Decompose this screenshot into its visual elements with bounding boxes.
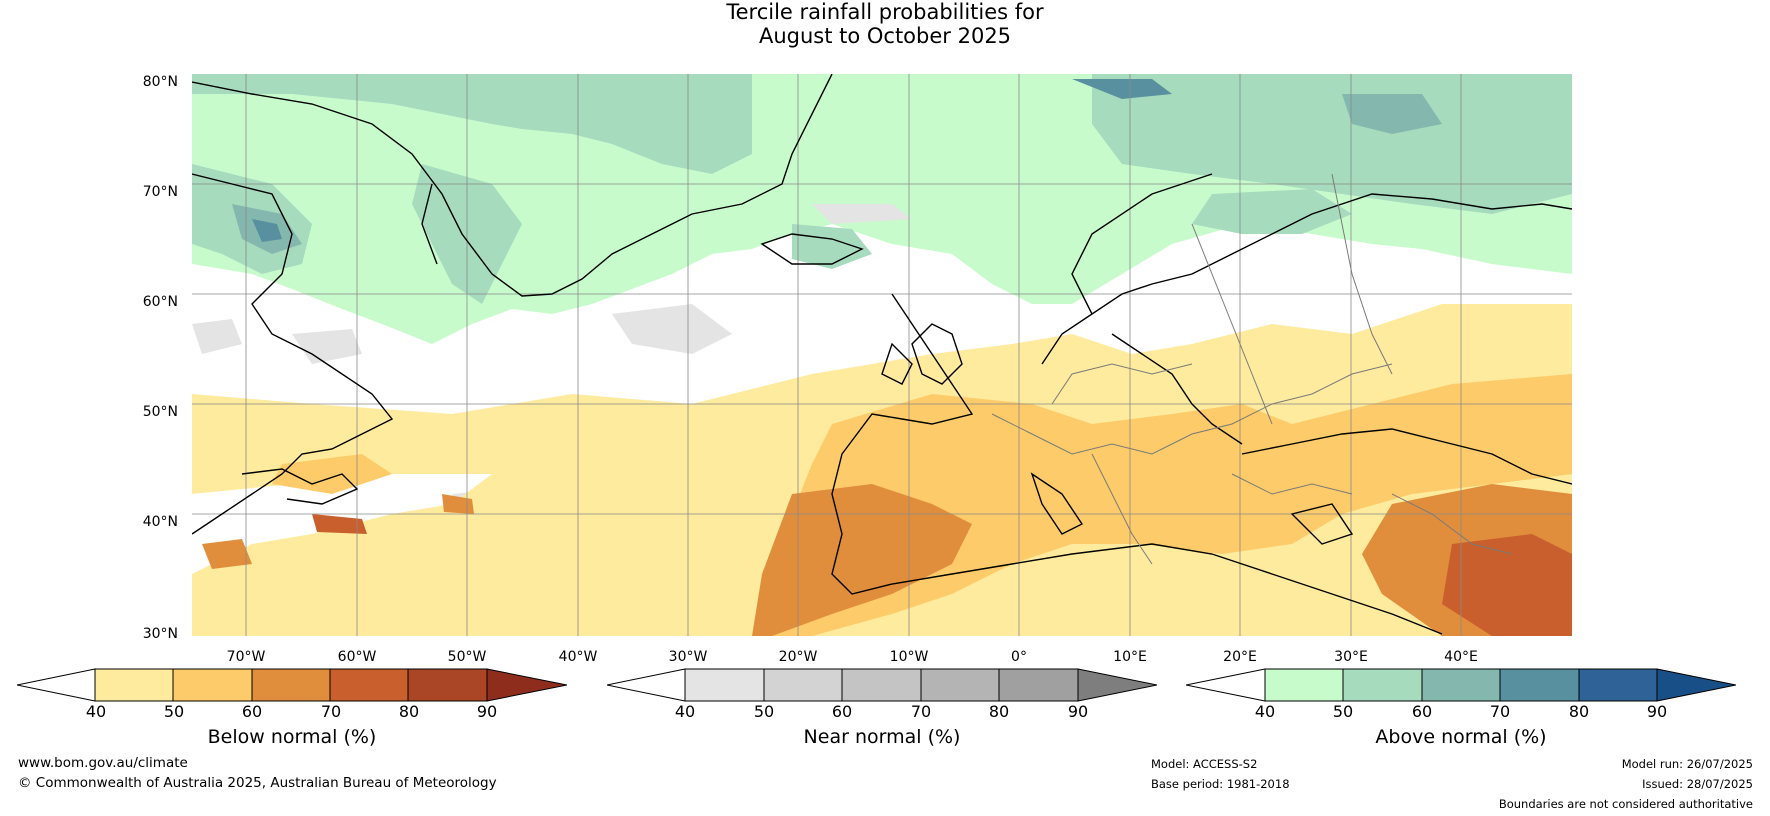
lon-label-30e: 30°E	[1334, 649, 1368, 665]
colorbar-above-label: Above normal (%)	[1375, 726, 1547, 748]
colorbar-segment	[329, 668, 409, 702]
footer-copyright: © Commonwealth of Australia 2025, Austra…	[18, 775, 497, 791]
colorbar-below-tick-40: 40	[85, 702, 107, 721]
colorbar-segment	[920, 668, 1000, 702]
lon-label-30w: 30°W	[668, 649, 708, 665]
colorbar-left-extension	[607, 668, 686, 702]
colorbar-below-tick-50: 50	[163, 702, 185, 721]
colorbar-right-extension	[1656, 668, 1736, 702]
colorbar-segment	[763, 668, 843, 702]
colorbar-near-label: Near normal (%)	[803, 726, 961, 748]
title-line-2: August to October 2025	[758, 24, 1012, 48]
lat-label-50n: 50°N	[142, 404, 178, 420]
colorbar-segment	[1578, 668, 1658, 702]
colorbar-segment	[684, 668, 765, 702]
colorbar-above-tick-60: 60	[1411, 702, 1433, 721]
colorbar-below-label: Below normal (%)	[207, 726, 377, 748]
colorbar-segment	[172, 668, 253, 702]
footer-site-link[interactable]: www.bom.gov.au/climate	[18, 755, 188, 771]
colorbar-below-normal	[17, 668, 567, 702]
colorbar-below-tick-80: 80	[398, 702, 420, 721]
colorbar-below-tick-60: 60	[241, 702, 263, 721]
colorbar-right-extension	[486, 668, 567, 702]
title-line-1: Tercile rainfall probabilities for	[726, 0, 1044, 24]
colorbar-above-normal	[1186, 668, 1736, 702]
map-gridlines	[192, 74, 1572, 636]
colorbar-above-tick-90: 90	[1646, 702, 1668, 721]
colorbar-near-tick-40: 40	[674, 702, 696, 721]
colorbar-above-tick-40: 40	[1254, 702, 1276, 721]
lat-label-30n: 30°N	[142, 626, 178, 642]
lon-label-20e: 20°E	[1223, 649, 1257, 665]
colorbar-segment	[251, 668, 331, 702]
lat-label-60n: 60°N	[142, 294, 178, 310]
lon-label-20w: 20°W	[778, 649, 818, 665]
colorbar-segment	[407, 668, 488, 702]
lat-label-70n: 70°N	[142, 184, 178, 200]
colorbar-near-tick-70: 70	[910, 702, 932, 721]
colorbar-near-tick-80: 80	[988, 702, 1010, 721]
map-title: Tercile rainfall probabilities for Augus…	[0, 0, 1770, 48]
colorbar-segment	[1421, 668, 1501, 702]
colorbar-near-normal	[607, 668, 1157, 702]
colorbar-left-extension	[17, 668, 96, 702]
colorbar-left-extension	[1186, 668, 1266, 702]
rainfall-probability-map	[192, 74, 1572, 636]
colorbar-segment	[1264, 668, 1344, 702]
lon-label-10e: 10°E	[1113, 649, 1147, 665]
map-svg	[192, 74, 1572, 636]
colorbar-above-tick-70: 70	[1489, 702, 1511, 721]
lon-label-10w: 10°W	[889, 649, 929, 665]
lon-label-60w: 60°W	[337, 649, 377, 665]
footer-model-run: Model run: 26/07/2025	[1621, 757, 1753, 771]
country-borders	[991, 173, 1513, 565]
colorbar-above-tick-50: 50	[1332, 702, 1354, 721]
footer-base-period: Base period: 1981-2018	[1151, 777, 1290, 791]
below-normal-region	[192, 304, 1572, 636]
coastlines	[192, 74, 1572, 635]
colorbar-near-tick-90: 90	[1067, 702, 1089, 721]
lat-label-80n: 80°N	[142, 74, 178, 90]
lon-label-40w: 40°W	[558, 649, 598, 665]
colorbar-below-tick-90: 90	[476, 702, 498, 721]
colorbar-below-tick-70: 70	[320, 702, 342, 721]
colorbar-segment	[1499, 668, 1580, 702]
colorbar-near-tick-50: 50	[753, 702, 775, 721]
colorbar-near-tick-60: 60	[831, 702, 853, 721]
colorbar-segment	[94, 668, 174, 702]
colorbar-segment	[1342, 668, 1423, 702]
lon-label-40e: 40°E	[1444, 649, 1478, 665]
footer-issued: Issued: 28/07/2025	[1642, 777, 1753, 791]
footer-disclaimer: Boundaries are not considered authoritat…	[1498, 797, 1753, 811]
colorbar-right-extension	[1077, 668, 1157, 702]
colorbar-segment	[998, 668, 1079, 702]
lon-label-70w: 70°W	[226, 649, 266, 665]
lon-label-0: 0°	[1011, 649, 1027, 665]
footer-model: Model: ACCESS-S2	[1151, 757, 1258, 771]
colorbar-above-tick-80: 80	[1568, 702, 1590, 721]
lon-label-50w: 50°W	[447, 649, 487, 665]
lat-label-40n: 40°N	[142, 514, 178, 530]
colorbar-segment	[841, 668, 922, 702]
